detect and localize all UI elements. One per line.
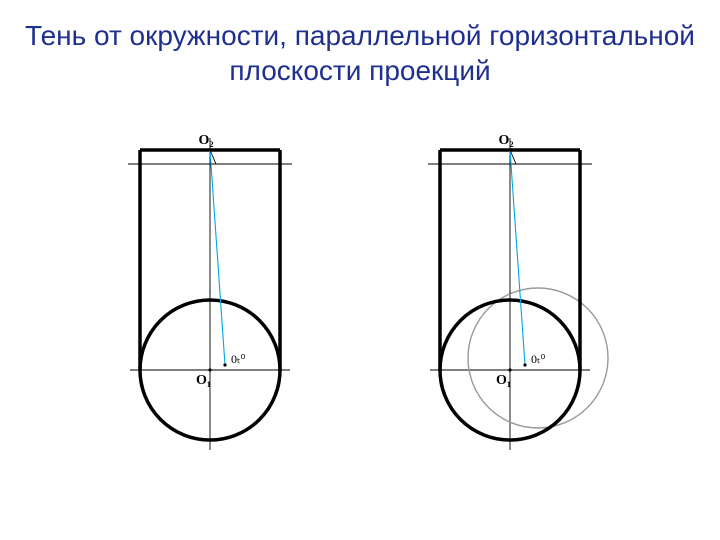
title-text: Тень от окружности, параллельной горизон… — [25, 20, 695, 86]
figure-left: O₂ O₁ 0ₜ⁰ — [100, 120, 320, 460]
figure-right: O₂ O₁ 0ₜ⁰ — [400, 120, 620, 460]
svg-text:O₂: O₂ — [498, 133, 513, 148]
svg-text:O₁: O₁ — [496, 373, 511, 388]
svg-text:O₂: O₂ — [198, 133, 213, 148]
svg-text:0ₜ⁰: 0ₜ⁰ — [531, 352, 546, 366]
diagram-row: O₂ O₁ 0ₜ⁰ O₂ O₁ 0ₜ⁰ — [0, 120, 720, 460]
svg-text:0ₜ⁰: 0ₜ⁰ — [231, 352, 246, 366]
slide: Тень от окружности, параллельной горизон… — [0, 0, 720, 540]
svg-text:O₁: O₁ — [196, 373, 211, 388]
slide-title: Тень от окружности, параллельной горизон… — [0, 18, 720, 88]
